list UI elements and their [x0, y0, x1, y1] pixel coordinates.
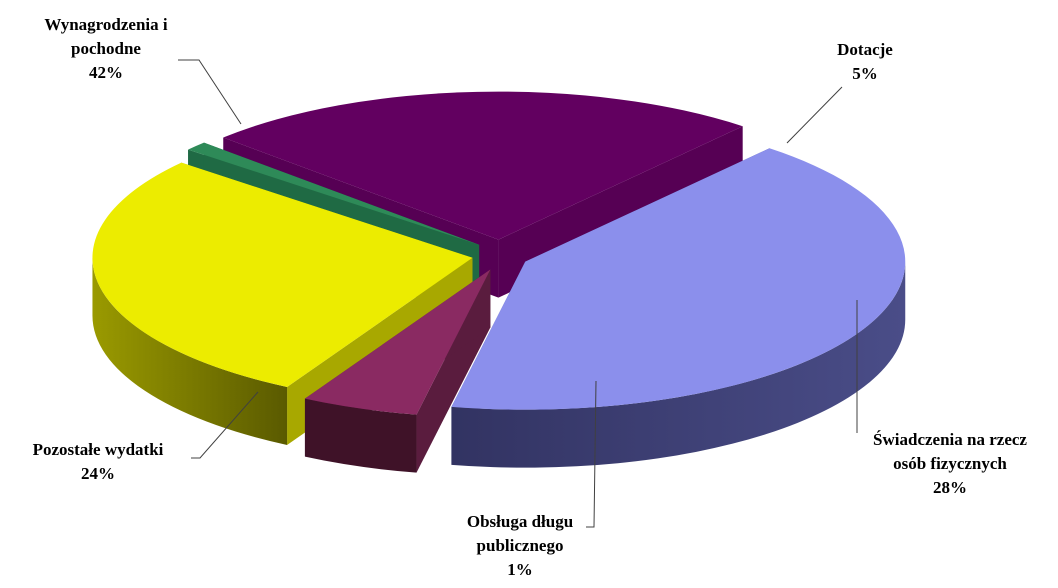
pie-slice-edge-0-0 [451, 261, 906, 468]
slice-value-label-0: 42% [89, 63, 123, 82]
slice-category-label-2: osób fizycznych [893, 454, 1007, 473]
pie-slice-top-4 [223, 91, 743, 240]
slice-category-label-2: Świadczenia na rzecz [873, 430, 1027, 449]
pie-slice-1 [304, 269, 491, 473]
slice-value-label-4: 24% [81, 464, 115, 483]
leader-line-1 [786, 86, 843, 144]
pie-slice-top-2 [92, 162, 473, 387]
slice-label-group-3: Obsługa długu publicznego 1% [467, 380, 597, 579]
slice-category-label-0: Wynagrodzenia i [44, 15, 168, 34]
slice-value-label-2: 28% [933, 478, 967, 497]
pie-slice-top-1 [304, 269, 491, 415]
pie-slice-edge-2-0 [92, 257, 288, 445]
pie-slice-edge-1-0 [304, 398, 417, 473]
slice-label-group-1: Dotacje 5% [786, 40, 893, 144]
leader-line-4 [191, 391, 259, 459]
slice-category-label-0: pochodne [71, 39, 141, 58]
slice-label-group-2: Świadczenia na rzecz osób fizycznych 28% [856, 300, 1027, 497]
slice-category-label-1: Dotacje [837, 40, 893, 59]
leader-line-0 [178, 59, 242, 125]
pie-slice-top-3 [188, 142, 480, 245]
slice-label-group-0: Wynagrodzenia i pochodne 42% [44, 15, 242, 125]
labels-layer: Wynagrodzenia i pochodne 42% Dotacje 5% Świad… [33, 15, 1028, 579]
pie-slice-top-0 [451, 148, 906, 410]
slice-label-group-4: Pozostałe wydatki 24% [33, 391, 259, 483]
slice-category-label-4: Pozostałe wydatki [33, 440, 164, 459]
leader-line-3 [586, 380, 597, 528]
pie-slice-0 [451, 148, 906, 468]
slice-category-label-3: publicznego [477, 536, 564, 555]
slices-layer [92, 91, 906, 473]
slice-value-label-1: 5% [852, 64, 878, 83]
slice-value-label-3: 1% [507, 560, 533, 579]
slice-category-label-3: Obsługa długu [467, 512, 573, 531]
